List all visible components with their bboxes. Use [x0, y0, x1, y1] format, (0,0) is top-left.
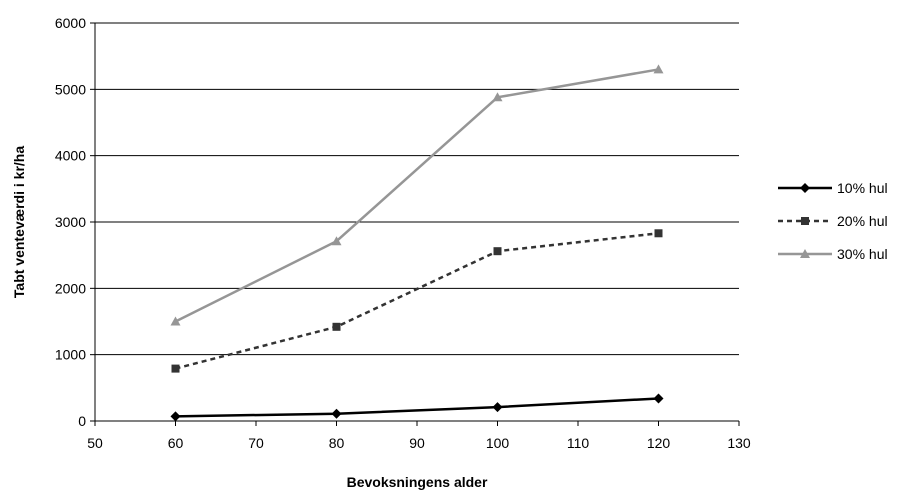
data-point-marker — [332, 322, 341, 331]
y-tick-label: 3000 — [55, 214, 86, 230]
data-point-marker — [653, 64, 664, 74]
x-axis-title: Bevoksningens alder — [347, 474, 488, 490]
x-tick-label: 70 — [248, 435, 264, 451]
gridlines — [95, 22, 739, 356]
y-tick-label: 0 — [78, 413, 86, 429]
series-line-20-hul — [175, 232, 659, 370]
x-tick-label: 60 — [168, 435, 184, 451]
y-tick-label: 4000 — [55, 148, 86, 164]
y-tick-label: 6000 — [55, 15, 86, 31]
x-tick-label: 80 — [329, 435, 345, 451]
series-line-30-hul — [174, 68, 659, 323]
data-point-marker — [171, 364, 180, 373]
data-point-marker — [653, 393, 664, 404]
legend-label: 10% hul — [837, 180, 888, 196]
data-point-marker — [654, 229, 663, 238]
legend-label: 20% hul — [837, 213, 888, 229]
axes: 0 1000 2000 3000 4000 5000 6000 50 60 70 80 90 100 11… — [55, 15, 751, 451]
data-point-marker — [800, 183, 810, 193]
data-point-marker — [800, 249, 810, 258]
y-axis-title: Tabt venteværdi i kr/ha — [11, 146, 27, 298]
data-point-marker — [331, 236, 342, 246]
series — [170, 64, 664, 422]
series-line-10-hul — [175, 397, 659, 418]
x-tick-label: 130 — [727, 435, 751, 451]
legend: 10% hul 20% hul 30% hul — [778, 180, 888, 262]
data-point-marker — [801, 217, 809, 225]
legend-label: 30% hul — [837, 246, 888, 262]
data-point-marker — [493, 247, 502, 256]
x-tick-label: 100 — [486, 435, 510, 451]
x-tick-label: 120 — [647, 435, 671, 451]
x-tick-label: 90 — [409, 435, 425, 451]
x-tick-label: 110 — [567, 435, 590, 451]
data-point-marker — [492, 92, 503, 102]
data-point-marker — [331, 408, 342, 419]
data-point-marker — [492, 402, 503, 413]
x-tick-label: 50 — [87, 435, 103, 451]
data-point-marker — [170, 316, 181, 326]
y-tick-label: 5000 — [55, 81, 86, 97]
data-point-marker — [170, 411, 181, 422]
y-tick-label: 2000 — [55, 280, 86, 296]
y-tick-label: 1000 — [55, 347, 86, 363]
